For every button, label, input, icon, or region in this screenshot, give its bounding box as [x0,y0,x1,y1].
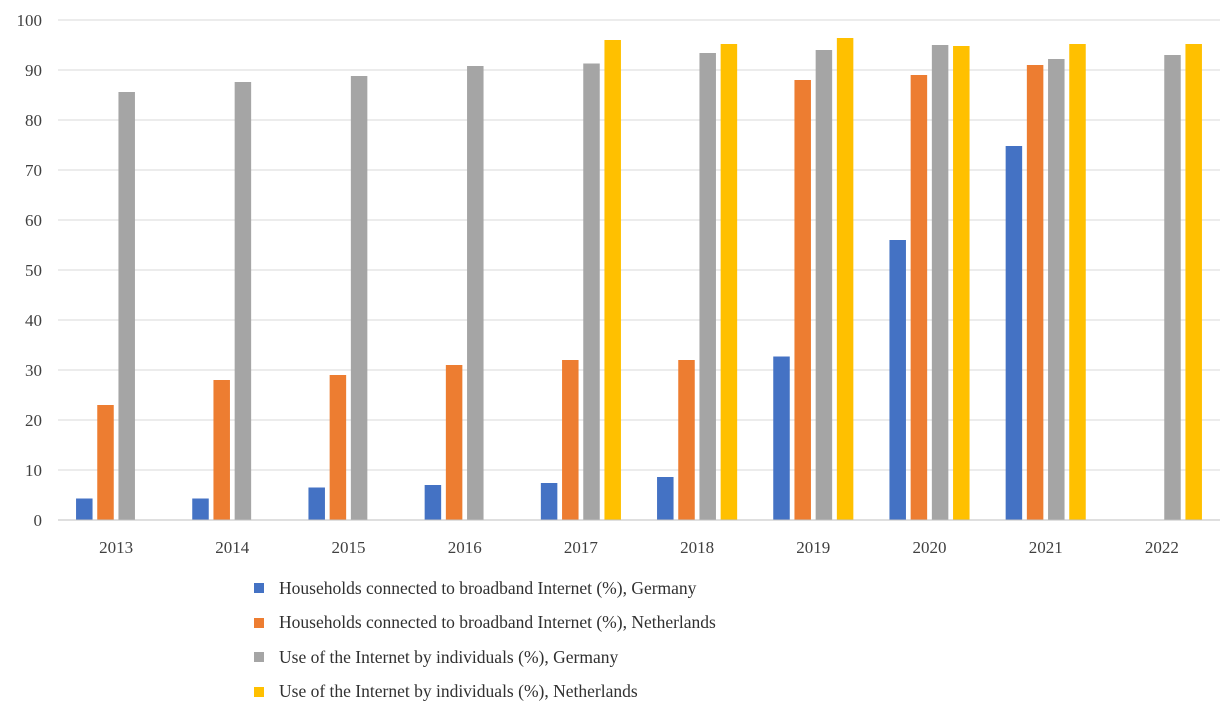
y-tick-label: 80 [25,111,42,130]
y-tick-label: 10 [25,461,42,480]
y-tick-label: 60 [25,211,42,230]
bar-2013-series-2 [97,405,114,520]
bar-2020-series-2 [911,75,928,520]
bar-2015-series-2 [330,375,347,520]
bar-2019-series-2 [794,80,811,520]
bar-2021-series-4 [1069,44,1086,520]
legend-item: Use of the Internet by individuals (%), … [254,675,716,709]
x-tick-label: 2017 [564,538,599,557]
bar-2013-series-3 [118,92,135,520]
x-tick-label: 2020 [913,538,947,557]
y-tick-label: 70 [25,161,42,180]
bar-2014-series-3 [235,82,252,520]
bar-2014-series-1 [192,499,209,521]
y-tick-label: 20 [25,411,42,430]
bar-2015-series-3 [351,76,368,520]
bar-2021-series-2 [1027,65,1044,520]
x-tick-label: 2016 [448,538,482,557]
bar-2015-series-1 [308,488,325,521]
x-tick-label: 2018 [680,538,714,557]
bar-2019-series-1 [773,357,790,521]
bars [76,38,1202,520]
bar-2016-series-1 [425,485,442,520]
y-tick-label: 40 [25,311,42,330]
bar-2014-series-2 [213,380,230,520]
legend: Households connected to broadband Intern… [254,571,716,709]
bar-2020-series-3 [932,45,949,520]
bar-2022-series-3 [1164,55,1181,520]
legend-item: Households connected to broadband Intern… [254,571,716,606]
bar-2019-series-3 [816,50,833,520]
x-tick-label: 2015 [332,538,366,557]
legend-swatch [254,652,264,662]
bar-2018-series-3 [699,53,716,520]
gridlines [58,20,1220,520]
bar-2017-series-2 [562,360,579,520]
bar-2018-series-4 [721,44,738,520]
bar-2021-series-1 [1006,146,1023,520]
legend-label: Households connected to broadband Intern… [279,612,716,633]
bar-2017-series-3 [583,64,600,521]
bar-2016-series-2 [446,365,463,520]
legend-swatch [254,618,264,628]
bar-2016-series-3 [467,66,484,520]
bar-2022-series-4 [1185,44,1202,520]
x-tick-label: 2019 [796,538,830,557]
legend-swatch [254,687,264,697]
legend-label: Use of the Internet by individuals (%), … [279,647,618,668]
y-tick-label: 30 [25,361,42,380]
legend-item: Households connected to broadband Intern… [254,606,716,641]
bar-2019-series-4 [837,38,854,520]
y-tick-label: 100 [17,11,43,30]
legend-label: Use of the Internet by individuals (%), … [279,681,638,702]
bar-2020-series-1 [889,240,906,520]
legend-swatch [254,583,264,593]
bar-2017-series-4 [604,40,621,520]
bar-2018-series-2 [678,360,695,520]
y-tick-label: 90 [25,61,42,80]
bar-2013-series-1 [76,499,93,521]
x-tick-label: 2022 [1145,538,1179,557]
x-tick-label: 2021 [1029,538,1063,557]
y-tick-label: 50 [25,261,42,280]
x-tick-label: 2013 [99,538,133,557]
bar-2018-series-1 [657,477,674,520]
bar-2020-series-4 [953,46,970,520]
bar-2017-series-1 [541,483,558,520]
y-tick-label: 0 [34,511,43,530]
bar-chart-plot: 0 10 20 30 40 50 60 70 80 90 100 2013 2014 2015 2016 20… [0,0,1223,560]
legend-label: Households connected to broadband Intern… [279,578,696,599]
bar-2021-series-3 [1048,59,1065,520]
x-tick-label: 2014 [215,538,250,557]
legend-item: Use of the Internet by individuals (%), … [254,640,716,675]
